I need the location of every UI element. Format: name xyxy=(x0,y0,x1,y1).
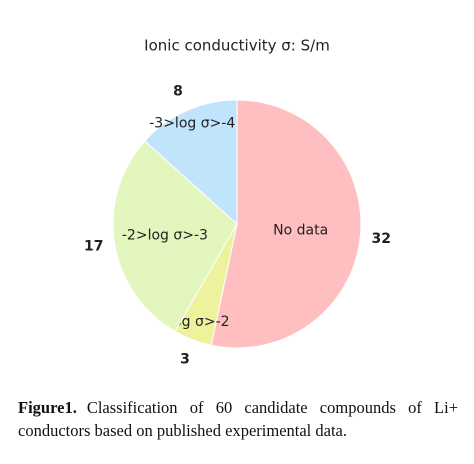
slice-label: -2>log σ>-3 xyxy=(122,227,208,243)
value-label: 3 xyxy=(180,351,190,367)
slice-label: No data xyxy=(273,223,328,239)
pie-slice xyxy=(144,99,238,226)
caption-text: Classification of 60 candidate compounds… xyxy=(18,398,458,440)
slice-label: log σ>-2 xyxy=(169,314,229,330)
pie-slice xyxy=(112,140,238,333)
chart: Ionic conductivity σ: S/m No data 32 log σ… xyxy=(84,37,391,368)
chart-title: Ionic conductivity σ: S/m xyxy=(144,37,330,55)
caption: Figure1. Classification of 60 candidate c… xyxy=(18,396,458,442)
pie-slice xyxy=(210,99,362,349)
value-label: 8 xyxy=(173,84,183,100)
slice-label: -3>log σ>-4 xyxy=(149,116,235,132)
caption-label: Figure1. xyxy=(18,398,77,417)
value-label: 32 xyxy=(371,231,390,247)
value-label: 17 xyxy=(84,239,103,255)
